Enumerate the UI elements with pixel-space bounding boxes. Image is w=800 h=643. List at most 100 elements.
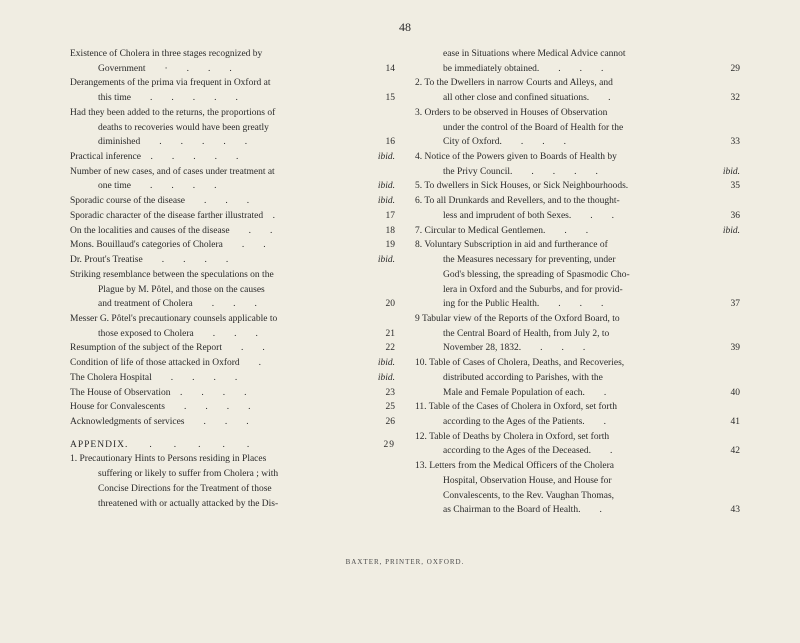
toc-entry: 11. Table of the Cases of Cholera in Oxf… [415, 400, 740, 415]
toc-entry: diminished . . . . .16 [70, 135, 395, 150]
entry-page: 41 [712, 415, 740, 430]
entry-page: 15 [367, 91, 395, 106]
toc-entry: lera in Oxford and the Suburbs, and for … [415, 283, 740, 298]
entry-text: 9 Tabular view of the Reports of the Oxf… [415, 312, 712, 327]
toc-entry: and treatment of Cholera . . .20 [70, 297, 395, 312]
entry-text: 4. Notice of the Powers given to Boards … [415, 150, 712, 165]
toc-entry: the Privy Council. . . . .ibid. [415, 165, 740, 180]
entry-text: House for Convalescents . . . . [70, 400, 367, 415]
entry-text: 3. Orders to be observed in Houses of Ob… [415, 106, 712, 121]
entry-text: 10. Table of Cases of Cholera, Deaths, a… [415, 356, 712, 371]
entry-text: Practical inference . . . . . [70, 150, 367, 165]
toc-entry: 6. To all Drunkards and Revellers, and t… [415, 194, 740, 209]
entry-text: Plague by M. Pôtel, and those on the cau… [70, 283, 367, 298]
entry-text: ing for the Public Health. . . . [415, 297, 712, 312]
toc-entry: Sporadic character of the disease farthe… [70, 209, 395, 224]
entry-text: 8. Voluntary Subscription in aid and fur… [415, 238, 712, 253]
entry-page: ibid. [712, 224, 740, 239]
toc-entry: Mons. Bouillaud's categories of Cholera … [70, 238, 395, 253]
entry-page: 23 [367, 386, 395, 401]
toc-entry: Plague by M. Pôtel, and those on the cau… [70, 283, 395, 298]
entry-text: and treatment of Cholera . . . [70, 297, 367, 312]
toc-entry: 5. To dwellers in Sick Houses, or Sick N… [415, 179, 740, 194]
entry-page: 29 [712, 62, 740, 77]
toc-entry: The House of Observation . . . .23 [70, 386, 395, 401]
entry-text: all other close and confined situations.… [415, 91, 712, 106]
entry-text: 13. Letters from the Medical Officers of… [415, 459, 712, 474]
entry-text: Sporadic character of the disease farthe… [70, 209, 367, 224]
entry-page: ibid. [367, 253, 395, 268]
entry-page: ibid. [367, 371, 395, 386]
toc-entry: The Cholera Hospital . . . .ibid. [70, 371, 395, 386]
entry-text: deaths to recoveries would have been gre… [70, 121, 367, 136]
entry-text: distributed according to Parishes, with … [415, 371, 712, 386]
left-column: Existence of Cholera in three stages rec… [70, 47, 395, 518]
appendix-page: 29 [367, 438, 395, 453]
toc-entry: Existence of Cholera in three stages rec… [70, 47, 395, 62]
toc-entry: one time . . . .ibid. [70, 179, 395, 194]
toc-entry: under the control of the Board of Health… [415, 121, 740, 136]
toc-entry: according to the Ages of the Patients. .… [415, 415, 740, 430]
toc-entry: 13. Letters from the Medical Officers of… [415, 459, 740, 474]
entry-text: Existence of Cholera in three stages rec… [70, 47, 367, 62]
toc-entry: Male and Female Population of each. .40 [415, 386, 740, 401]
toc-entry: On the localities and causes of the dise… [70, 224, 395, 239]
toc-entry: Dr. Prout's Treatise . . . .ibid. [70, 253, 395, 268]
toc-entry: the Central Board of Health, from July 2… [415, 327, 740, 342]
entry-text: Number of new cases, and of cases under … [70, 165, 367, 180]
entry-page: 35 [712, 179, 740, 194]
entry-text: Concise Directions for the Treatment of … [70, 482, 367, 497]
toc-entry: 8. Voluntary Subscription in aid and fur… [415, 238, 740, 253]
entry-text: Derangements of the prima via frequent i… [70, 76, 367, 91]
entry-page: 25 [367, 400, 395, 415]
entry-text: 7. Circular to Medical Gentlemen. . . [415, 224, 712, 239]
printer-footer: BAXTER, PRINTER, OXFORD. [70, 558, 740, 566]
entry-text: diminished . . . . . [70, 135, 367, 150]
entry-page: 17 [367, 209, 395, 224]
toc-entry: God's blessing, the spreading of Spasmod… [415, 268, 740, 283]
entry-text: threatened with or actually attacked by … [70, 497, 367, 512]
toc-entry: 12. Table of Deaths by Cholera in Oxford… [415, 430, 740, 445]
toc-entry: ease in Situations where Medical Advice … [415, 47, 740, 62]
toc-entry: Had they been added to the returns, the … [70, 106, 395, 121]
toc-entry: Resumption of the subject of the Report … [70, 341, 395, 356]
toc-entry: City of Oxford. . . .33 [415, 135, 740, 150]
entry-page: 16 [367, 135, 395, 150]
toc-entry: all other close and confined situations.… [415, 91, 740, 106]
entry-page: ibid. [367, 150, 395, 165]
entry-text: those exposed to Cholera . . . [70, 327, 367, 342]
toc-entry: Condition of life of those attacked in O… [70, 356, 395, 371]
entry-text: God's blessing, the spreading of Spasmod… [415, 268, 712, 283]
toc-entry: Concise Directions for the Treatment of … [70, 482, 395, 497]
toc-entry: 3. Orders to be observed in Houses of Ob… [415, 106, 740, 121]
toc-entry: distributed according to Parishes, with … [415, 371, 740, 386]
entry-page: 43 [712, 503, 740, 518]
entry-text: 11. Table of the Cases of Cholera in Oxf… [415, 400, 712, 415]
entry-text: Dr. Prout's Treatise . . . . [70, 253, 367, 268]
entry-text: the Privy Council. . . . . [415, 165, 712, 180]
toc-entry: Striking resemblance between the specula… [70, 268, 395, 283]
toc-entry: Convalescents, to the Rev. Vaughan Thoma… [415, 489, 740, 504]
toc-entry: those exposed to Cholera . . .21 [70, 327, 395, 342]
entry-text: Messer G. Pôtel's precautionary counsels… [70, 312, 367, 327]
document-page: 48 Existence of Cholera in three stages … [0, 0, 800, 586]
entry-page: 42 [712, 444, 740, 459]
entry-text: City of Oxford. . . . [415, 135, 712, 150]
entry-text: Convalescents, to the Rev. Vaughan Thoma… [415, 489, 712, 504]
entry-text: Hospital, Observation House, and House f… [415, 474, 712, 489]
toc-entry: Hospital, Observation House, and House f… [415, 474, 740, 489]
entry-text: lera in Oxford and the Suburbs, and for … [415, 283, 712, 298]
right-column: ease in Situations where Medical Advice … [415, 47, 740, 518]
entry-text: as Chairman to the Board of Health. . [415, 503, 712, 518]
entry-text: Mons. Bouillaud's categories of Cholera … [70, 238, 367, 253]
toc-entry: Number of new cases, and of cases under … [70, 165, 395, 180]
entry-text: Acknowledgments of services . . . [70, 415, 367, 430]
toc-entry: November 28, 1832. . . .39 [415, 341, 740, 356]
entry-text: 6. To all Drunkards and Revellers, and t… [415, 194, 712, 209]
toc-entry: Sporadic course of the disease . . .ibid… [70, 194, 395, 209]
entry-text: November 28, 1832. . . . [415, 341, 712, 356]
toc-entry: this time . . . . .15 [70, 91, 395, 106]
toc-entry: Acknowledgments of services . . .26 [70, 415, 395, 430]
entry-page: 40 [712, 386, 740, 401]
entry-text: Striking resemblance between the specula… [70, 268, 367, 283]
